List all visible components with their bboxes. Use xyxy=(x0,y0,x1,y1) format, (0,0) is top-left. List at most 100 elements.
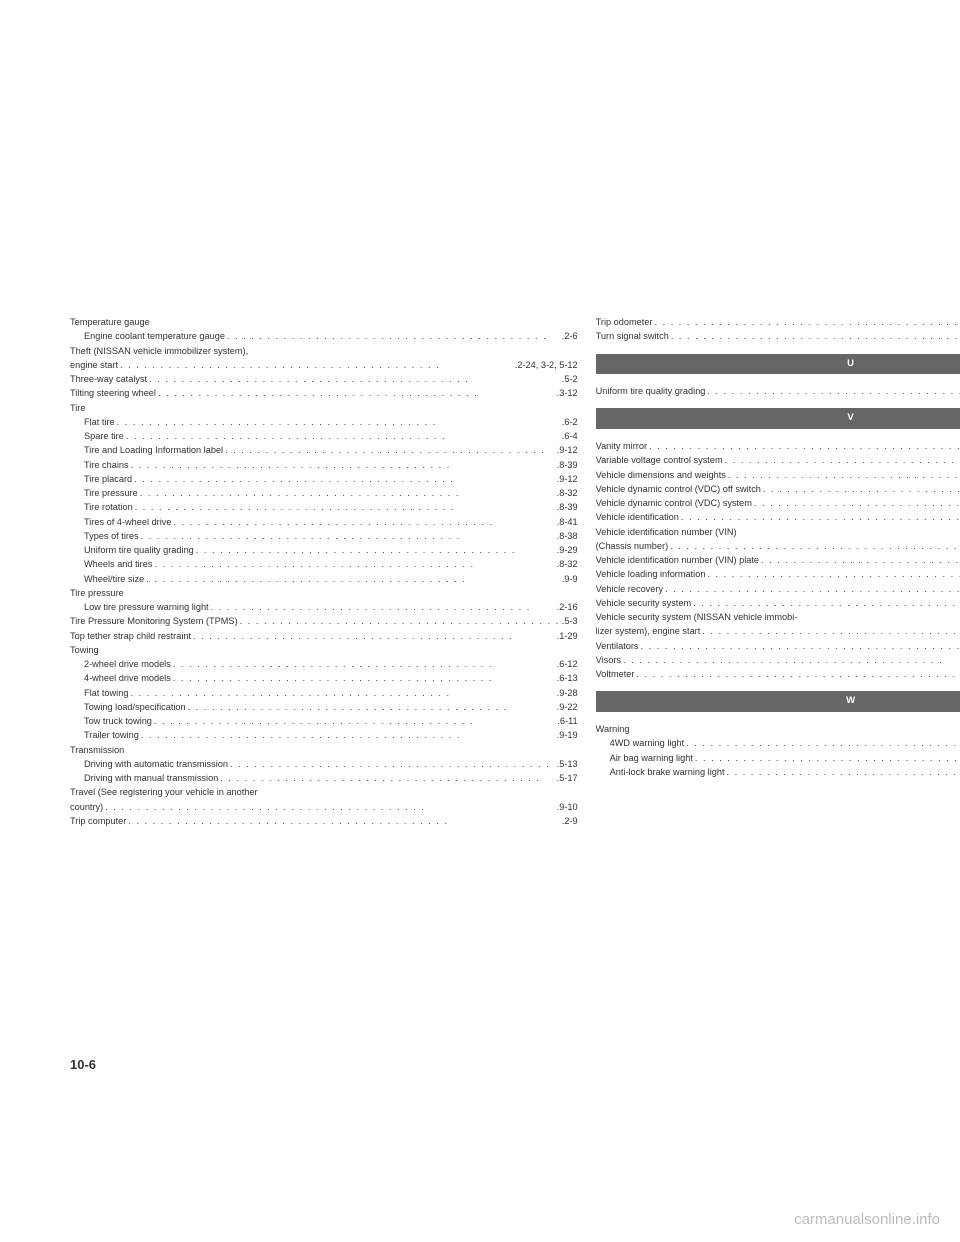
index-entry: Trip computer.2-9 xyxy=(70,814,578,828)
index-entry: Vehicle recovery.6-13 xyxy=(596,582,960,596)
index-label: Vehicle dynamic control (VDC) system xyxy=(596,496,752,510)
leader-dots xyxy=(147,372,562,386)
index-entry: Vehicle identification number (VIN) plat… xyxy=(596,553,960,567)
index-heading: Travel (See registering your vehicle in … xyxy=(70,785,578,799)
leader-dots xyxy=(115,415,562,429)
leader-dots xyxy=(684,736,960,750)
leader-dots xyxy=(133,500,557,514)
index-entry: Turn signal switch.2-29 xyxy=(596,329,960,343)
index-entry: Vehicle identification.9-10 xyxy=(596,510,960,524)
leader-dots xyxy=(639,639,960,653)
page-reference: .5-3 xyxy=(562,614,578,628)
index-label: Voltmeter xyxy=(596,667,635,681)
index-label: Ventilators xyxy=(596,639,639,653)
page-reference: .8-38 xyxy=(557,529,578,543)
leader-dots xyxy=(238,614,562,628)
index-heading: Warning xyxy=(596,722,960,736)
leader-dots xyxy=(225,329,562,343)
page-reference: .8-39 xyxy=(557,458,578,472)
leader-dots xyxy=(128,686,556,700)
index-entry: Vehicle dimensions and weights.9-9 xyxy=(596,468,960,482)
page-reference: .6-4 xyxy=(562,429,578,443)
index-label: 4WD warning light xyxy=(610,736,685,750)
leader-dots xyxy=(725,765,960,779)
leader-dots xyxy=(132,472,557,486)
leader-dots xyxy=(103,800,556,814)
index-entry: 4WD warning light.2-16 xyxy=(596,736,960,750)
index-heading: Temperature gauge xyxy=(70,315,578,329)
index-entry: Trip odometer.2-4 xyxy=(596,315,960,329)
index-entry: Wheels and tires .8-32 xyxy=(70,557,578,571)
leader-dots xyxy=(652,315,960,329)
index-entry: (Chassis number).9-10 xyxy=(596,539,960,553)
leader-dots xyxy=(647,439,960,453)
index-label: Uniform tire quality grading xyxy=(596,384,706,398)
leader-dots xyxy=(171,657,557,671)
index-entry: Flat towing.9-28 xyxy=(70,686,578,700)
watermark: carmanualsonline.info xyxy=(794,1211,940,1228)
index-label: 2-wheel drive models xyxy=(84,657,171,671)
page-reference: .8-32 xyxy=(557,557,578,571)
index-label: Tire chains xyxy=(84,458,129,472)
leader-dots xyxy=(171,515,556,529)
index-heading: Tire pressure xyxy=(70,586,578,600)
leader-dots xyxy=(118,358,515,372)
leader-dots xyxy=(191,629,557,643)
page-reference: .3-12 xyxy=(557,386,578,400)
leader-dots xyxy=(759,553,960,567)
page-reference: .2-24, 3-2, 5-12 xyxy=(515,358,578,372)
index-entry: lizer system), engine start.2-24, 3-2, 5… xyxy=(596,624,960,638)
index-label: Low tire pressure warning light xyxy=(84,600,209,614)
index-entry: Top tether strap child restraint.1-29 xyxy=(70,629,578,643)
index-entry: Trailer towing.9-19 xyxy=(70,728,578,742)
index-label: Wheels and tires xyxy=(84,557,152,571)
index-label: Engine coolant temperature gauge xyxy=(84,329,225,343)
index-label: Vehicle identification xyxy=(596,510,679,524)
leader-dots xyxy=(194,543,557,557)
index-entry: Air bag warning light.1-58, 2-18 xyxy=(596,751,960,765)
leader-dots xyxy=(129,458,557,472)
page-reference: .8-41 xyxy=(557,515,578,529)
page-number: 10-6 xyxy=(70,1057,96,1072)
page-reference: .6-12 xyxy=(557,657,578,671)
leader-dots xyxy=(171,671,557,685)
leader-dots xyxy=(669,329,960,343)
index-heading: Tire xyxy=(70,401,578,415)
page-reference: .6-13 xyxy=(557,671,578,685)
index-entry: Uniform tire quality grading.9-29 xyxy=(70,543,578,557)
leader-dots xyxy=(723,453,960,467)
leader-dots xyxy=(693,751,960,765)
page-reference: .5-2 xyxy=(562,372,578,386)
leader-dots xyxy=(700,624,960,638)
index-label: Tires of 4-wheel drive xyxy=(84,515,171,529)
leader-dots xyxy=(209,600,557,614)
index-label: Top tether strap child restraint xyxy=(70,629,191,643)
page-reference: .9-28 xyxy=(557,686,578,700)
page-reference: .8-32 xyxy=(557,486,578,500)
leader-dots xyxy=(126,814,561,828)
index-label: Towing load/specification xyxy=(84,700,186,714)
index-entry: Vehicle dynamic control (VDC) system.5-3… xyxy=(596,496,960,510)
index-label: Air bag warning light xyxy=(610,751,693,765)
index-entry: Spare tire.6-4 xyxy=(70,429,578,443)
index-heading: Theft (NISSAN vehicle immobilizer system… xyxy=(70,344,578,358)
index-label: Tire pressure xyxy=(84,486,138,500)
leader-dots xyxy=(139,529,557,543)
index-label: Vehicle dimensions and weights xyxy=(596,468,726,482)
index-entry: Tire placard.9-12 xyxy=(70,472,578,486)
index-label: Visors xyxy=(596,653,621,667)
index-label: Flat tire xyxy=(84,415,115,429)
section-header: V xyxy=(596,408,960,429)
index-label: Tilting steering wheel xyxy=(70,386,156,400)
page-reference: .9-22 xyxy=(557,700,578,714)
page-reference: .5-17 xyxy=(557,771,578,785)
index-label: Tire rotation xyxy=(84,500,133,514)
index-label: Vehicle loading information xyxy=(596,567,706,581)
leader-dots xyxy=(752,496,960,510)
index-entry: Wheel/tire size.9-9 xyxy=(70,572,578,586)
page-reference: .8-39 xyxy=(557,500,578,514)
index-label: Trip odometer xyxy=(596,315,653,329)
page-reference: .2-6 xyxy=(562,329,578,343)
index-label: Wheel/tire size xyxy=(84,572,144,586)
page-reference: .9-19 xyxy=(557,728,578,742)
